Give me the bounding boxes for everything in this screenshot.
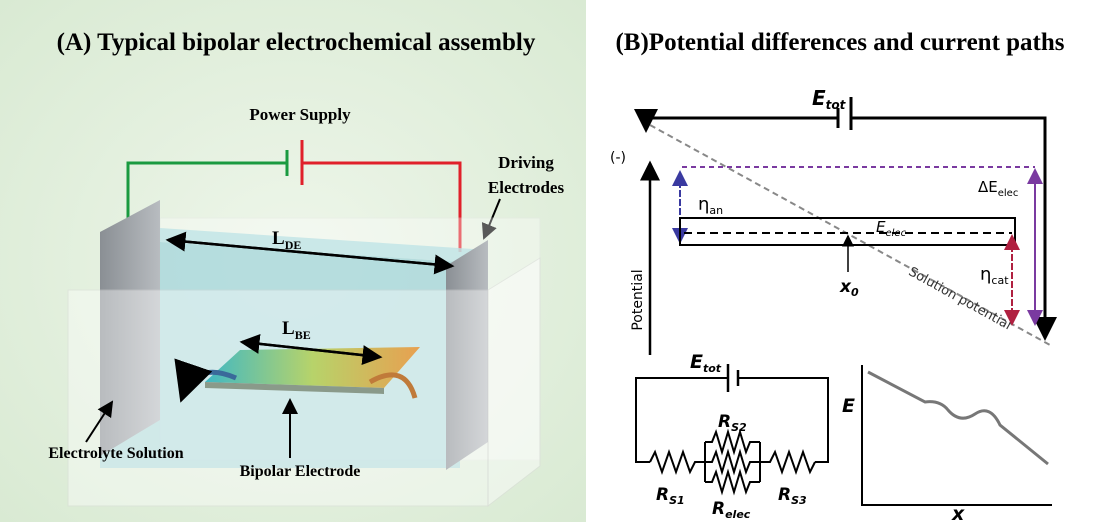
eta-an-main: η: [698, 194, 709, 215]
rs1-label: RS1: [656, 485, 685, 507]
rs2-sub: S2: [731, 421, 747, 434]
bipolar-electrode-label: Bipolar Electrode: [240, 463, 361, 480]
rs2-label: RS2: [718, 412, 747, 434]
l-be-sub: BE: [295, 328, 311, 342]
circuit-e-tot-label: Etot: [690, 351, 722, 375]
driving-electrodes-label: Electrodes: [488, 178, 565, 197]
e-elec-sub: elec: [885, 228, 906, 239]
circuit-e-tot-main: E: [690, 351, 703, 373]
profile-y-label: E: [842, 395, 855, 417]
eta-cat-label: ηcat: [980, 264, 1009, 287]
eta-cat-main: η: [980, 264, 991, 285]
relec-main: R: [712, 499, 725, 519]
rs3-label: RS3: [778, 485, 807, 507]
e-tot-label: Etot: [812, 86, 847, 112]
delta-e-elec-main: ΔE: [978, 178, 998, 196]
profile-curve: [868, 372, 1048, 464]
rs3-sub: S3: [791, 494, 807, 507]
x0-sub: 0: [851, 286, 859, 299]
tank-side: [488, 258, 540, 506]
page: (A) Typical bipolar electrochemical asse…: [0, 0, 1096, 522]
panel-b-title: (B)Potential differences and current pat…: [615, 29, 1064, 56]
rs2-main: R: [718, 412, 731, 432]
delta-e-elec-sub: elec: [998, 188, 1019, 199]
wire: [636, 378, 728, 462]
panel-b: (B)Potential differences and current pat…: [610, 29, 1065, 522]
resistor-rs2: [705, 432, 760, 452]
l-de-main: L: [272, 228, 285, 249]
eta-an-sub: an: [709, 204, 723, 217]
profile-axes: [862, 365, 1052, 505]
l-be-main: L: [282, 318, 295, 339]
panel-a-title: (A) Typical bipolar electrochemical asse…: [57, 29, 536, 56]
negative-label: (-): [610, 150, 626, 166]
circuit-e-tot-sub: tot: [703, 362, 722, 375]
relec-sub: elec: [725, 508, 751, 521]
x0-label: x0: [839, 277, 859, 299]
delta-e-elec-label: ΔEelec: [978, 178, 1018, 199]
e-elec-label: Eelec: [876, 218, 907, 239]
eta-an-label: ηan: [698, 194, 723, 217]
resistor-rs1: [650, 452, 705, 472]
e-tot-sub: tot: [826, 98, 847, 112]
profile-x-label: x: [951, 503, 965, 522]
e-tot-main: E: [812, 86, 826, 110]
rs1-main: R: [656, 485, 669, 505]
l-de-sub: DE: [285, 238, 302, 252]
wire: [738, 378, 828, 462]
rs3-main: R: [778, 485, 791, 505]
bipolar-electrode: [205, 347, 420, 388]
relec-label: Relec: [712, 499, 751, 521]
wire: [646, 118, 838, 130]
driving-electrodes-label: Driving: [498, 153, 554, 172]
panel-a: (A) Typical bipolar electrochemical asse…: [0, 0, 586, 522]
figure: (A) Typical bipolar electrochemical asse…: [0, 0, 1096, 522]
potential-axis-label: Potential: [630, 269, 646, 330]
resistor-rs3: [760, 452, 815, 472]
power-supply-label: Power Supply: [249, 105, 351, 124]
electrolyte-label: Electrolyte Solution: [48, 445, 183, 462]
resistor-relec: [705, 472, 760, 492]
eta-cat-sub: cat: [991, 274, 1009, 287]
resistor-parallel: [705, 452, 760, 472]
rs1-sub: S1: [669, 494, 685, 507]
